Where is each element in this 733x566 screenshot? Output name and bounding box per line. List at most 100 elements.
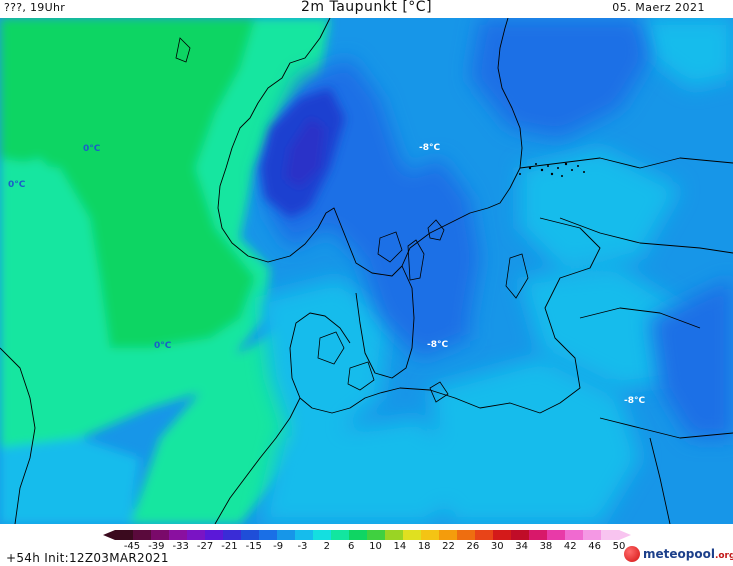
baltic-east-coastline [539, 217, 601, 414]
valid-date-label: 05. Maerz 2021 [612, 1, 705, 14]
east-border [649, 437, 671, 524]
uk-coast-field [0, 438, 140, 524]
belarus-border [599, 417, 733, 439]
legend-swatch [169, 530, 188, 540]
gulf-finland-north-coast [519, 157, 733, 169]
latvia-border [579, 307, 701, 329]
legend-tick: 6 [347, 541, 355, 552]
legend-swatch [295, 530, 314, 540]
norway-core-field [285, 118, 325, 188]
contour-label-north-sea: 0°C [154, 341, 172, 351]
map-canvas [0, 18, 733, 524]
legend-tick: 38 [539, 541, 553, 552]
legend-left-arrow [103, 530, 115, 540]
legend-swatch [277, 530, 296, 540]
denmark-field [260, 278, 390, 438]
contour-label-west-1: 0°C [83, 144, 101, 154]
legend-swatch [403, 530, 422, 540]
denmark-coastline [289, 312, 381, 414]
saaremaa-island [505, 253, 529, 299]
poland-coastline [379, 387, 541, 414]
legend-swatch [367, 530, 386, 540]
legend-swatch [349, 530, 368, 540]
gotland-island [407, 239, 425, 281]
legend-swatch [583, 530, 602, 540]
danish-island-1 [317, 331, 345, 365]
legend-tick: 26 [466, 541, 480, 552]
dewpoint-map: -8°C -8°C -8°C 0°C 0°C 0°C [0, 18, 733, 524]
baltic-states-field [520, 268, 700, 388]
legend-swatch [313, 530, 332, 540]
west-sea-patch [0, 158, 70, 228]
legend-swatch [439, 530, 458, 540]
contour-label-sweden: -8°C [419, 143, 441, 153]
legend-swatch [385, 530, 404, 540]
legend-swatch [547, 530, 566, 540]
map-title: 2m Taupunkt [°C] [300, 0, 433, 15]
danish-island-2 [347, 361, 375, 391]
legend-swatch [223, 530, 242, 540]
forecast-run-info: +54h Init:12Z03MAR2021 [6, 551, 169, 565]
legend-tick: -21 [221, 541, 238, 552]
north-islet [175, 37, 191, 63]
legend-tick: 34 [515, 541, 528, 552]
legend-tick: 10 [369, 541, 382, 552]
logo-circle-icon [624, 546, 640, 562]
coastlines [0, 18, 733, 524]
legend-tick: 14 [393, 541, 407, 552]
legend-right-arrow [619, 530, 631, 540]
legend-tick: 50 [612, 541, 626, 552]
norwegian-sea-field [0, 18, 255, 348]
legend-tick: -39 [148, 541, 165, 552]
poland-field [430, 358, 640, 524]
legend-tick: 22 [442, 541, 455, 552]
islands [175, 37, 529, 403]
north-finland-field [640, 18, 733, 88]
legend-swatch [151, 530, 170, 540]
finland-cold-field [470, 18, 650, 138]
color-legend-bar [103, 530, 631, 540]
estonia-border [559, 217, 733, 254]
legend-swatch [115, 530, 134, 540]
germany-field [260, 418, 470, 524]
logo-tld-text: .org [714, 551, 733, 561]
scandinavia-coastline [217, 18, 523, 277]
legend-swatch [241, 530, 260, 540]
gulf-of-finland-field [520, 148, 680, 268]
legend-tick: 46 [588, 541, 602, 552]
legend-tick: 2 [323, 541, 330, 552]
uk-coastline [0, 347, 36, 524]
east-cold-field [650, 278, 733, 438]
legend-tick: -27 [196, 541, 214, 552]
netherlands-coastline [214, 397, 301, 524]
legend-tick: 30 [490, 541, 504, 552]
legend-swatch [457, 530, 476, 540]
logo-main-text: meteopool [643, 547, 715, 561]
legend-swatch [205, 530, 224, 540]
legend-tick: -45 [123, 541, 141, 552]
archipelago [519, 162, 585, 177]
legend-tick: -15 [245, 541, 262, 552]
island-1 [427, 219, 445, 241]
legend-swatch [601, 530, 620, 540]
sweden-cold-field [400, 158, 480, 338]
legend-tick: -33 [172, 541, 189, 552]
island-2 [377, 231, 403, 263]
legend-swatch [493, 530, 512, 540]
legend-tick: 42 [563, 541, 577, 552]
south-sweden-coastline [355, 265, 415, 379]
legend-tick-labels: -45 -39 -33 -27 -21 -15 -9 -3 2 6 10 14 18 22 26 30 34 38… [0, 541, 733, 553]
contour-label-east: -8°C [624, 396, 646, 406]
legend-swatch [529, 530, 548, 540]
footer-bar: -45 -39 -33 -27 -21 -15 -9 -3 2 6 10 14 18 22 26 30 34 38… [0, 524, 733, 566]
legend-swatch [259, 530, 278, 540]
contour-label-west-2: 0°C [8, 180, 26, 190]
bornholm-island [429, 381, 449, 403]
valid-time-label: ???, 19Uhr [4, 1, 66, 14]
legend-swatch [331, 530, 350, 540]
legend-swatch [421, 530, 440, 540]
legend-swatch [475, 530, 494, 540]
header-bar: ???, 19Uhr 2m Taupunkt [°C] 05. Maerz 20… [0, 0, 733, 18]
contour-label-baltic: -8°C [427, 340, 449, 350]
legend-tick: -3 [297, 541, 308, 552]
